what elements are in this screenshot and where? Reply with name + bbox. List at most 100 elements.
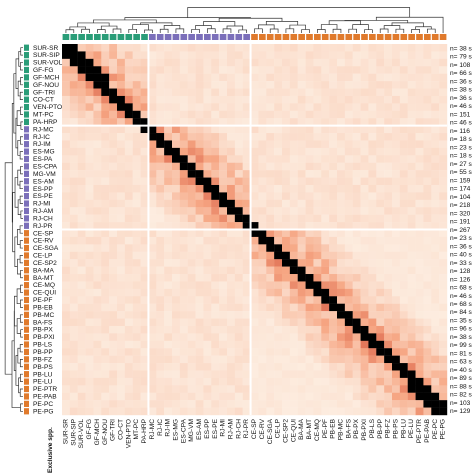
heatmap-cell: [266, 51, 275, 60]
heatmap-cell: [313, 95, 322, 104]
heatmap-cell: [124, 296, 133, 304]
heatmap-cell: [392, 281, 401, 290]
row-group-swatch: [24, 66, 29, 74]
heatmap-cell: [124, 214, 133, 223]
heatmap-cell: [93, 348, 102, 356]
heatmap-cell: [109, 184, 118, 193]
heatmap-cell: [164, 155, 173, 163]
heatmap-cell: [93, 222, 102, 230]
heatmap-cell: [242, 340, 251, 349]
heatmap-cell: [124, 66, 133, 74]
heatmap-cell: [266, 155, 275, 163]
heatmap-cell: [187, 340, 196, 349]
heatmap-cell: [195, 325, 204, 334]
heatmap-cell: [297, 333, 306, 341]
heatmap-cell: [219, 133, 228, 141]
heatmap-cell: [329, 184, 338, 193]
heatmap-cell: [368, 325, 377, 334]
heatmap-cell: [101, 110, 110, 119]
heatmap-cell: [203, 318, 212, 327]
heatmap-cell: [101, 207, 110, 215]
heatmap-cell: [179, 281, 188, 290]
heatmap-cell: [148, 296, 157, 304]
dendrogram-branch: [222, 28, 232, 33]
heatmap-cell: [407, 140, 416, 149]
row-label: SUR-SR: [33, 45, 59, 52]
heatmap-cell: [203, 274, 212, 282]
heatmap-cell: [227, 184, 236, 193]
heatmap-cell: [85, 73, 94, 82]
heatmap-cell: [376, 266, 385, 275]
heatmap-cell: [140, 207, 149, 215]
heatmap-cell: [234, 251, 243, 260]
row-label: PB-FZ: [33, 356, 52, 363]
heatmap-cell: [321, 73, 330, 82]
heatmap-cell: [305, 81, 314, 89]
heatmap-cell: [227, 251, 236, 260]
heatmap-cell: [242, 140, 251, 149]
heatmap-cell: [266, 288, 275, 297]
heatmap-cell: [439, 370, 448, 379]
heatmap-cell: [62, 288, 71, 297]
heatmap-cell: [140, 311, 149, 319]
heatmap-cell: [148, 177, 157, 186]
heatmap-cell: [258, 140, 267, 149]
heatmap-cell: [242, 95, 251, 104]
heatmap-cell: [439, 355, 448, 364]
heatmap-cell: [132, 318, 141, 327]
heatmap-cell: [132, 155, 141, 163]
heatmap-cell: [140, 214, 149, 223]
heatmap-cell: [250, 303, 259, 312]
heatmap-cell: [337, 303, 346, 312]
heatmap-cell: [258, 236, 267, 245]
heatmap-cell: [360, 244, 369, 252]
heatmap-cell: [352, 377, 361, 386]
heatmap-cell: [305, 400, 314, 408]
dendrogram-branch: [77, 22, 110, 27]
heatmap-cell: [376, 251, 385, 260]
row-label: MG-VM: [33, 171, 56, 178]
heatmap-cell: [156, 400, 165, 408]
heatmap-cell: [140, 88, 149, 97]
heatmap-cell: [407, 348, 416, 356]
row-dendrogram: [4, 47, 23, 412]
heatmap-cell: [219, 325, 228, 334]
heatmap-cell: [132, 110, 141, 119]
heatmap-cell: [109, 170, 118, 178]
heatmap-cell: [423, 311, 432, 319]
column-group-swatch: [353, 34, 360, 40]
heatmap-cell: [313, 363, 322, 371]
heatmap-cell: [344, 170, 353, 178]
heatmap-cell: [85, 66, 94, 74]
heatmap-cell: [93, 244, 102, 252]
heatmap-cell: [329, 296, 338, 304]
heatmap-cell: [431, 370, 440, 379]
heatmap-cell: [124, 162, 133, 171]
heatmap-cell: [203, 214, 212, 223]
heatmap-cell: [297, 58, 306, 67]
heatmap-cell: [297, 66, 306, 74]
heatmap-cell: [399, 377, 408, 386]
heatmap-cell: [85, 325, 94, 334]
heatmap-cell: [156, 110, 165, 119]
heatmap-cell: [337, 355, 346, 364]
heatmap-cell: [384, 311, 393, 319]
heatmap-cell: [337, 392, 346, 401]
heatmap-cell: [211, 140, 220, 149]
sample-size-label: n= 18 s: [450, 153, 473, 160]
heatmap-cell: [337, 363, 346, 371]
heatmap-cell: [384, 147, 393, 156]
heatmap-cell: [148, 222, 157, 230]
heatmap-cell: [187, 229, 196, 238]
heatmap-cell: [282, 333, 291, 341]
heatmap-cell: [195, 311, 204, 319]
heatmap-cell: [187, 133, 196, 141]
heatmap-cell: [211, 103, 220, 111]
column-label: PB-PS: [393, 418, 400, 438]
heatmap-cell: [227, 281, 236, 290]
heatmap-cell: [337, 377, 346, 386]
heatmap-cell: [321, 170, 330, 178]
heatmap-cell: [321, 214, 330, 223]
heatmap-cell: [211, 377, 220, 386]
heatmap-cell: [384, 288, 393, 297]
